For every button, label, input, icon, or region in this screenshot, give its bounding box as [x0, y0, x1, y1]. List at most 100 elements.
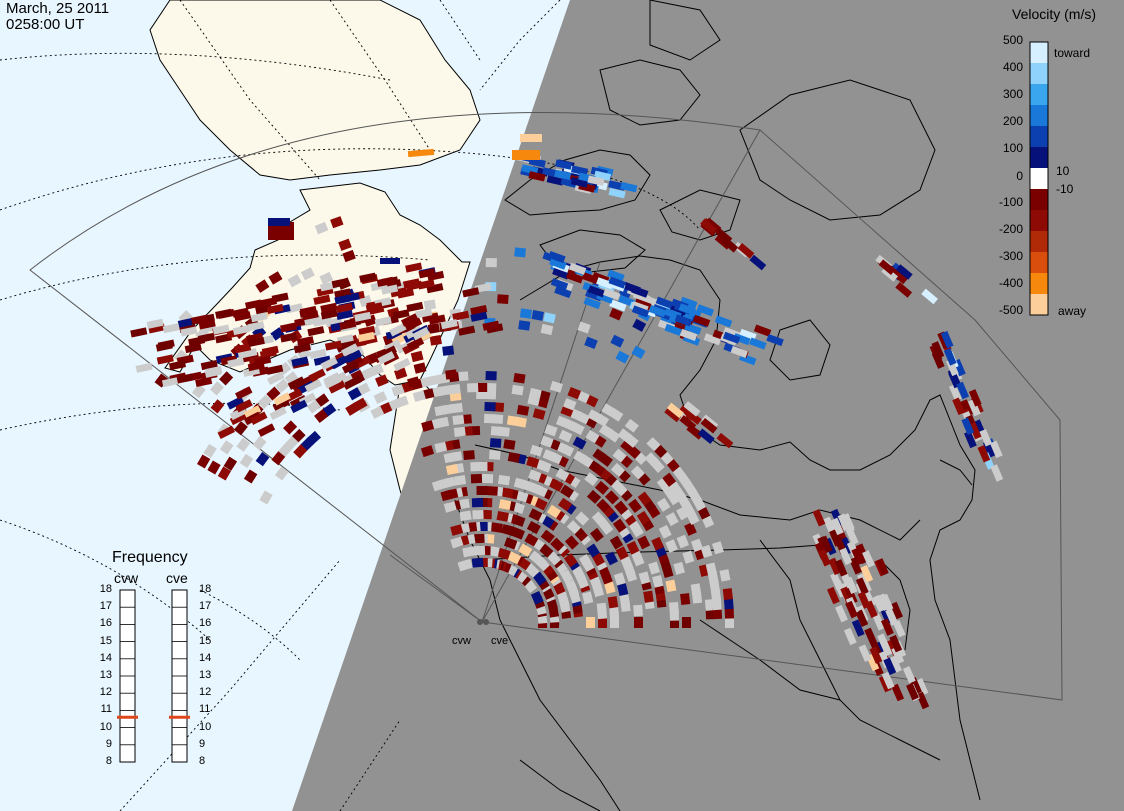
scatter-cell [749, 337, 767, 350]
scatter-cell [526, 456, 540, 469]
scatter-cell [682, 550, 695, 564]
scatter-cell [304, 379, 323, 393]
scatter-cell [518, 320, 531, 331]
scatter-cell [851, 547, 865, 566]
scatter-cell [347, 387, 362, 401]
backscatter-cells [130, 134, 1004, 710]
scatter-cell [476, 389, 488, 400]
frequency-tick-label-right: 14 [199, 651, 212, 664]
colorbar-segment [1030, 231, 1048, 253]
scatter-cell [700, 544, 713, 559]
scatter-cell [719, 569, 731, 582]
scatter-cell [916, 691, 930, 710]
scatter-cell [513, 373, 526, 384]
scatter-cell [555, 468, 570, 482]
scatter-cell [860, 565, 874, 583]
scatter-cell [243, 469, 258, 484]
frequency-tick-label-left: 15 [99, 634, 112, 647]
scatter-cell [674, 314, 693, 327]
scatter-cell [697, 428, 715, 445]
scatter-cell [339, 319, 357, 330]
scatter-cell [287, 376, 306, 390]
scatter-cell [550, 278, 569, 291]
scatter-cell [586, 617, 595, 628]
scatter-cell [452, 310, 470, 321]
scatter-cell [891, 683, 905, 702]
scatter-cell [547, 551, 562, 566]
scatter-cell [254, 355, 272, 366]
scatter-cell [634, 617, 643, 628]
scatter-cell [320, 302, 338, 313]
scatter-cell [296, 336, 315, 347]
scatter-cell [700, 218, 717, 235]
scatter-cell [837, 513, 851, 531]
scatter-cell [247, 336, 265, 347]
scatter-cell [575, 511, 590, 526]
scatter-cell [293, 343, 311, 354]
scatter-cell [546, 175, 564, 186]
scatter-cell [631, 285, 649, 298]
scatter-cell [839, 547, 853, 566]
scatter-cell [829, 529, 842, 547]
scatter-cell [440, 489, 454, 502]
scatter-cell [715, 228, 733, 244]
frequency-tick-label-left: 17 [99, 600, 112, 613]
scatter-cell [313, 294, 331, 305]
scatter-cell [448, 384, 461, 395]
scatter-cell [952, 397, 965, 415]
scatter-cell [184, 342, 202, 354]
scatter-cell [558, 429, 573, 443]
colorbar-segment [1030, 84, 1048, 106]
scatter-cell [555, 159, 573, 170]
scatter-cell [633, 604, 643, 617]
scatter-cell [676, 534, 690, 549]
scatter-cell [330, 216, 344, 229]
frequency-panel-title: Frequency [112, 549, 188, 566]
scatter-cell [656, 497, 671, 512]
scatter-cell [377, 351, 395, 365]
scatter-cell [737, 242, 755, 259]
scatter-cell [643, 590, 654, 603]
scatter-cell [646, 437, 661, 452]
scatter-cell [830, 517, 844, 536]
scatter-cell [370, 363, 385, 376]
scatter-cell [450, 524, 464, 536]
scatter-cell [844, 586, 858, 605]
scatter-cell [329, 355, 348, 370]
scatter-cell [578, 554, 593, 569]
scatter-cell [683, 401, 701, 417]
scatter-cell [835, 604, 848, 623]
scatter-cell [335, 302, 353, 313]
scatter-cell [632, 318, 647, 332]
scatter-cell [341, 360, 360, 374]
scatter-cell [614, 500, 629, 515]
scatter-cell [130, 327, 148, 338]
scatter-cell [692, 314, 711, 327]
scatter-cell [603, 580, 616, 594]
scatter-cell [915, 678, 929, 696]
scatter-cell [601, 403, 616, 417]
scatter-cell [931, 341, 945, 359]
scatter-cell [749, 254, 767, 271]
scatter-cell [700, 418, 718, 434]
graticule-lines [0, 0, 701, 811]
scatter-cell [577, 321, 591, 334]
scatter-cell [704, 217, 722, 234]
scatter-cell [877, 633, 890, 651]
scatter-cell [290, 399, 308, 414]
scatter-cell [531, 310, 544, 321]
scatter-cell [515, 490, 529, 503]
scatter-cell [558, 497, 573, 512]
scatter-cell [880, 618, 894, 636]
scatter-cell [890, 268, 908, 285]
scatter-cell [532, 408, 546, 420]
scatter-cell [895, 264, 913, 280]
colorbar-segment [1030, 126, 1048, 148]
colorbar-tick-label: -500 [998, 303, 1023, 317]
scatter-cell [308, 368, 326, 383]
scatter-cell [540, 323, 554, 336]
scatter-cell [270, 327, 285, 341]
scatter-cell [314, 221, 329, 235]
scatter-cell [272, 398, 291, 412]
